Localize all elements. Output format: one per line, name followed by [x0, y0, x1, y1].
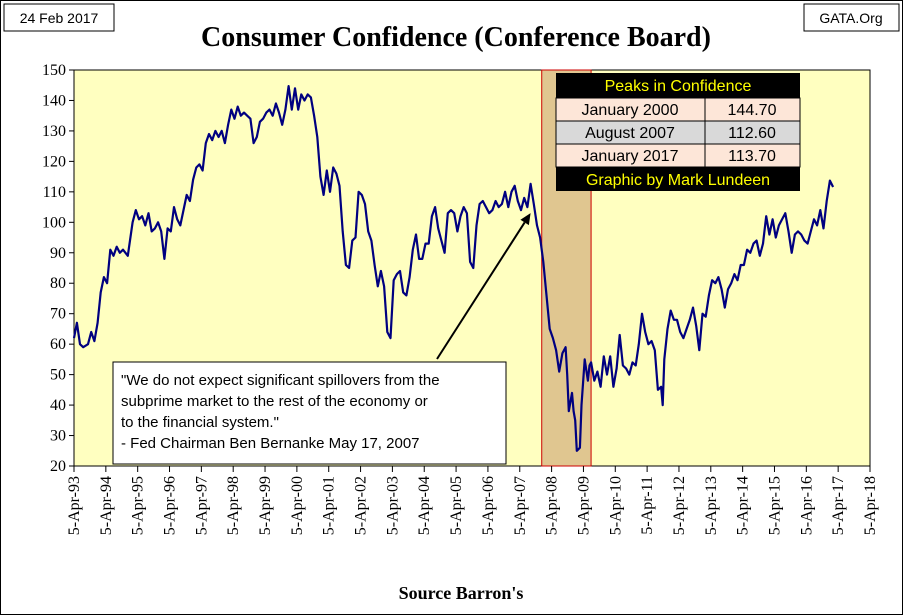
quote-line: subprime market to the rest of the econo…	[121, 393, 428, 410]
table-footer-bg	[556, 167, 800, 191]
table-row-label: January 2017	[582, 148, 679, 165]
x-tick-label: 5-Apr-08	[544, 476, 561, 535]
x-tick-label: 5-Apr-02	[353, 476, 370, 535]
quote-box	[112, 361, 507, 465]
x-tick-label: 5-Apr-17	[830, 476, 847, 535]
table-footer: Graphic by Mark Lundeen	[586, 172, 770, 189]
y-tick-label: 140	[42, 92, 66, 109]
table-header: Peaks in Confidence	[605, 78, 752, 95]
y-tick-label: 110	[43, 184, 66, 201]
x-tick-label: 5-Apr-98	[225, 476, 242, 535]
x-tick-label: 5-Apr-99	[257, 476, 274, 535]
x-tick-label: 5-Apr-12	[671, 476, 688, 535]
x-tick-label: 5-Apr-18	[862, 476, 879, 535]
y-tick-label: 150	[42, 62, 66, 79]
x-axis: 5-Apr-93 5-Apr-94 5-Apr-95 5-Apr-96 5-Apr-97…	[66, 466, 879, 535]
x-tick-label: 5-Apr-13	[703, 476, 720, 535]
annotation-arrow	[436, 221, 526, 360]
series-line	[72, 85, 835, 452]
x-tick-label: 5-Apr-94	[98, 476, 115, 535]
x-tick-label: 5-Apr-09	[575, 476, 592, 535]
x-tick-label: 5-Apr-95	[130, 476, 147, 535]
table-header-bg	[556, 73, 800, 98]
quote-annotation: "We do not expect significant spillovers…	[112, 361, 507, 465]
table-row-label: August 2007	[585, 125, 675, 142]
y-tick-label: 120	[42, 153, 66, 170]
quote-line: to the financial system."	[121, 414, 279, 431]
source-badge-box	[803, 3, 900, 32]
y-tick-label: 40	[50, 397, 66, 414]
table-row-value: 112.60	[728, 125, 776, 142]
x-tick-label: 5-Apr-04	[416, 476, 433, 535]
y-tick-label: 30	[50, 428, 66, 445]
date-badge: 24 Feb 2017	[20, 10, 99, 26]
annotation-arrow-head	[520, 213, 531, 226]
x-tick-label: 5-Apr-03	[384, 476, 401, 535]
x-tick-label: 5-Apr-06	[480, 476, 497, 535]
x-tick-label: 5-Apr-10	[607, 476, 624, 535]
x-tick-label: 5-Apr-01	[321, 476, 338, 535]
x-tick-label: 5-Apr-14	[735, 476, 752, 535]
x-tick-label: 5-Apr-05	[448, 476, 465, 535]
y-tick-label: 80	[50, 275, 66, 292]
x-tick-label: 5-Apr-00	[289, 476, 306, 535]
chart-title: Consumer Confidence (Conference Board)	[201, 22, 711, 53]
table-row-value: 144.70	[728, 102, 777, 119]
y-tick-label: 20	[50, 458, 66, 475]
y-tick-label: 100	[42, 214, 66, 231]
source-badge: GATA.Org	[819, 10, 882, 26]
x-tick-label: 5-Apr-07	[512, 476, 529, 535]
quote-attribution: - Fed Chairman Ben Bernanke May 17, 2007	[121, 435, 420, 452]
y-axis: 20 30 40 50 60 70 80 90 100 110 120 130 140 150	[42, 62, 74, 475]
x-tick-label: 5-Apr-11	[639, 476, 656, 535]
x-tick-label: 5-Apr-16	[798, 476, 815, 535]
x-tick-label: 5-Apr-93	[66, 476, 83, 535]
x-tick-label: 5-Apr-97	[193, 476, 210, 535]
y-tick-label: 130	[42, 123, 66, 140]
table-row-value: 113.70	[728, 148, 776, 165]
y-tick-label: 70	[50, 306, 66, 323]
y-tick-label: 50	[50, 367, 66, 384]
x-axis-label: Source Barron's	[399, 583, 524, 603]
table-row-label: January 2000	[582, 102, 679, 119]
quote-line: "We do not expect significant spillovers…	[121, 372, 440, 389]
y-tick-label: 90	[50, 245, 66, 262]
peaks-table: Peaks in Confidence January 2000 144.70 …	[555, 73, 801, 191]
date-badge-box	[3, 3, 115, 32]
y-tick-label: 60	[50, 336, 66, 353]
x-tick-label: 5-Apr-15	[766, 476, 783, 535]
x-tick-label: 5-Apr-96	[162, 476, 179, 535]
